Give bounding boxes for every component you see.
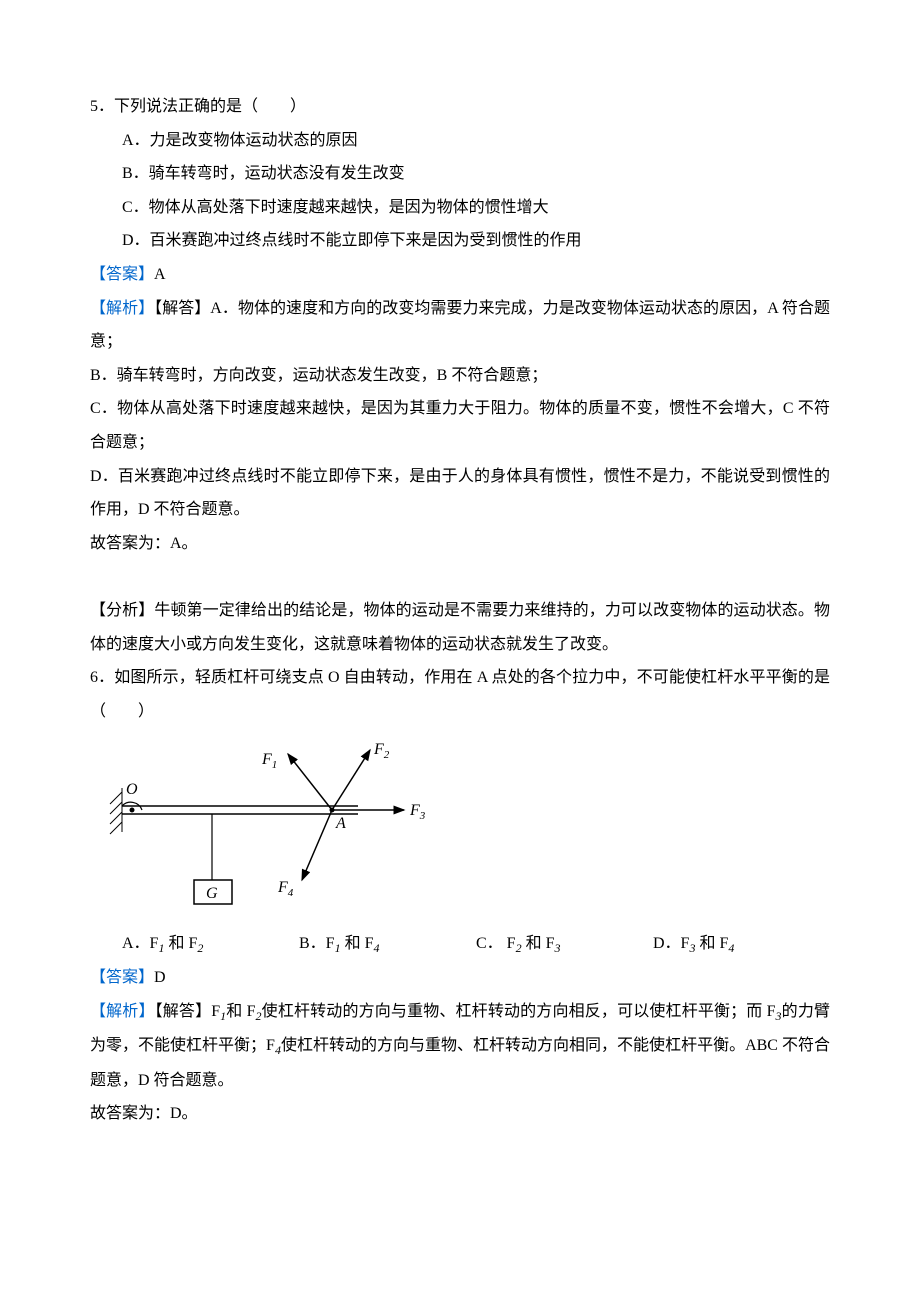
- q5-option-d: D．百米赛跑冲过终点线时不能立即停下来是因为受到惯性的作用: [90, 224, 830, 258]
- q6-option-b: B．F1 和 F4: [299, 927, 476, 961]
- label-O: O: [126, 781, 138, 798]
- q5-answer-label: 【答案】: [90, 266, 154, 283]
- svg-text:F3: F3: [409, 802, 426, 822]
- spacer: [90, 560, 830, 594]
- q5-explain-d: D．百米赛跑冲过终点线时不能立即停下来，是由于人的身体具有惯性，惯性不是力，不能…: [90, 460, 830, 527]
- q5-analysis: 【分析】牛顿第一定律给出的结论是，物体的运动是不需要力来维持的，力可以改变物体的…: [90, 594, 830, 661]
- q5-explain-a-text: 【解答】A．物体的速度和方向的改变均需要力来完成，力是改变物体运动状态的原因，A…: [90, 300, 830, 351]
- svg-text:F2: F2: [373, 741, 390, 761]
- q6-option-a: A．F1 和 F2: [122, 927, 299, 961]
- q6-explain: 【解析】【解答】F1和 F2使杠杆转动的方向与重物、杠杆转动的方向相反，可以使杠…: [90, 995, 830, 1097]
- label-F2-sub: 2: [384, 749, 390, 761]
- label-F3-sub: 3: [419, 810, 426, 822]
- label-F3: F: [409, 802, 420, 819]
- q6-explain-label: 【解析】: [90, 1003, 155, 1020]
- q5-option-a: A．力是改变物体运动状态的原因: [90, 124, 830, 158]
- label-F1: F: [261, 751, 272, 768]
- label-F4: F: [277, 879, 288, 896]
- q6-option-d: D．F3 和 F4: [653, 927, 830, 961]
- q6-options: A．F1 和 F2 B．F1 和 F4 C． F2 和 F3 D．F3 和 F4: [90, 927, 830, 961]
- svg-text:F1: F1: [261, 751, 277, 771]
- q5-explain-label: 【解析】: [90, 300, 154, 317]
- label-G: G: [206, 885, 218, 902]
- label-F2: F: [373, 741, 384, 758]
- q5-explain-b: B．骑车转弯时，方向改变，运动状态发生改变，B 不符合题意；: [90, 359, 830, 393]
- q6-option-c: C． F2 和 F3: [476, 927, 653, 961]
- label-F4-sub: 4: [288, 887, 294, 899]
- q6-answer-label: 【答案】: [90, 969, 154, 986]
- q6-answer-line: 【答案】D: [90, 961, 830, 995]
- label-A: A: [335, 815, 346, 832]
- q5-explain-a: 【解析】【解答】A．物体的速度和方向的改变均需要力来完成，力是改变物体运动状态的…: [90, 292, 830, 359]
- q5-option-c: C．物体从高处落下时速度越来越快，是因为物体的惯性增大: [90, 191, 830, 225]
- q5-so: 故答案为：A。: [90, 527, 830, 561]
- svg-text:F4: F4: [277, 879, 294, 899]
- q5-explain-c: C．物体从高处落下时速度越来越快，是因为其重力大于阻力。物体的质量不变，惯性不会…: [90, 392, 830, 459]
- q5-option-b: B．骑车转弯时，运动状态没有发生改变: [90, 157, 830, 191]
- lever-diagram-svg: O G A F1 F2 F3 F4: [102, 740, 432, 910]
- label-F1-sub: 1: [272, 759, 278, 771]
- q6-figure: O G A F1 F2 F3 F4: [90, 740, 830, 923]
- q5-stem: 5．下列说法正确的是（ ）: [90, 90, 830, 124]
- q5-answer-value: A: [154, 266, 166, 283]
- q6-answer-value: D: [154, 969, 166, 986]
- q5-answer-line: 【答案】A: [90, 258, 830, 292]
- q6-so: 故答案为：D。: [90, 1097, 830, 1131]
- q6-stem: 6．如图所示，轻质杠杆可绕支点 O 自由转动，作用在 A 点处的各个拉力中，不可…: [90, 661, 830, 728]
